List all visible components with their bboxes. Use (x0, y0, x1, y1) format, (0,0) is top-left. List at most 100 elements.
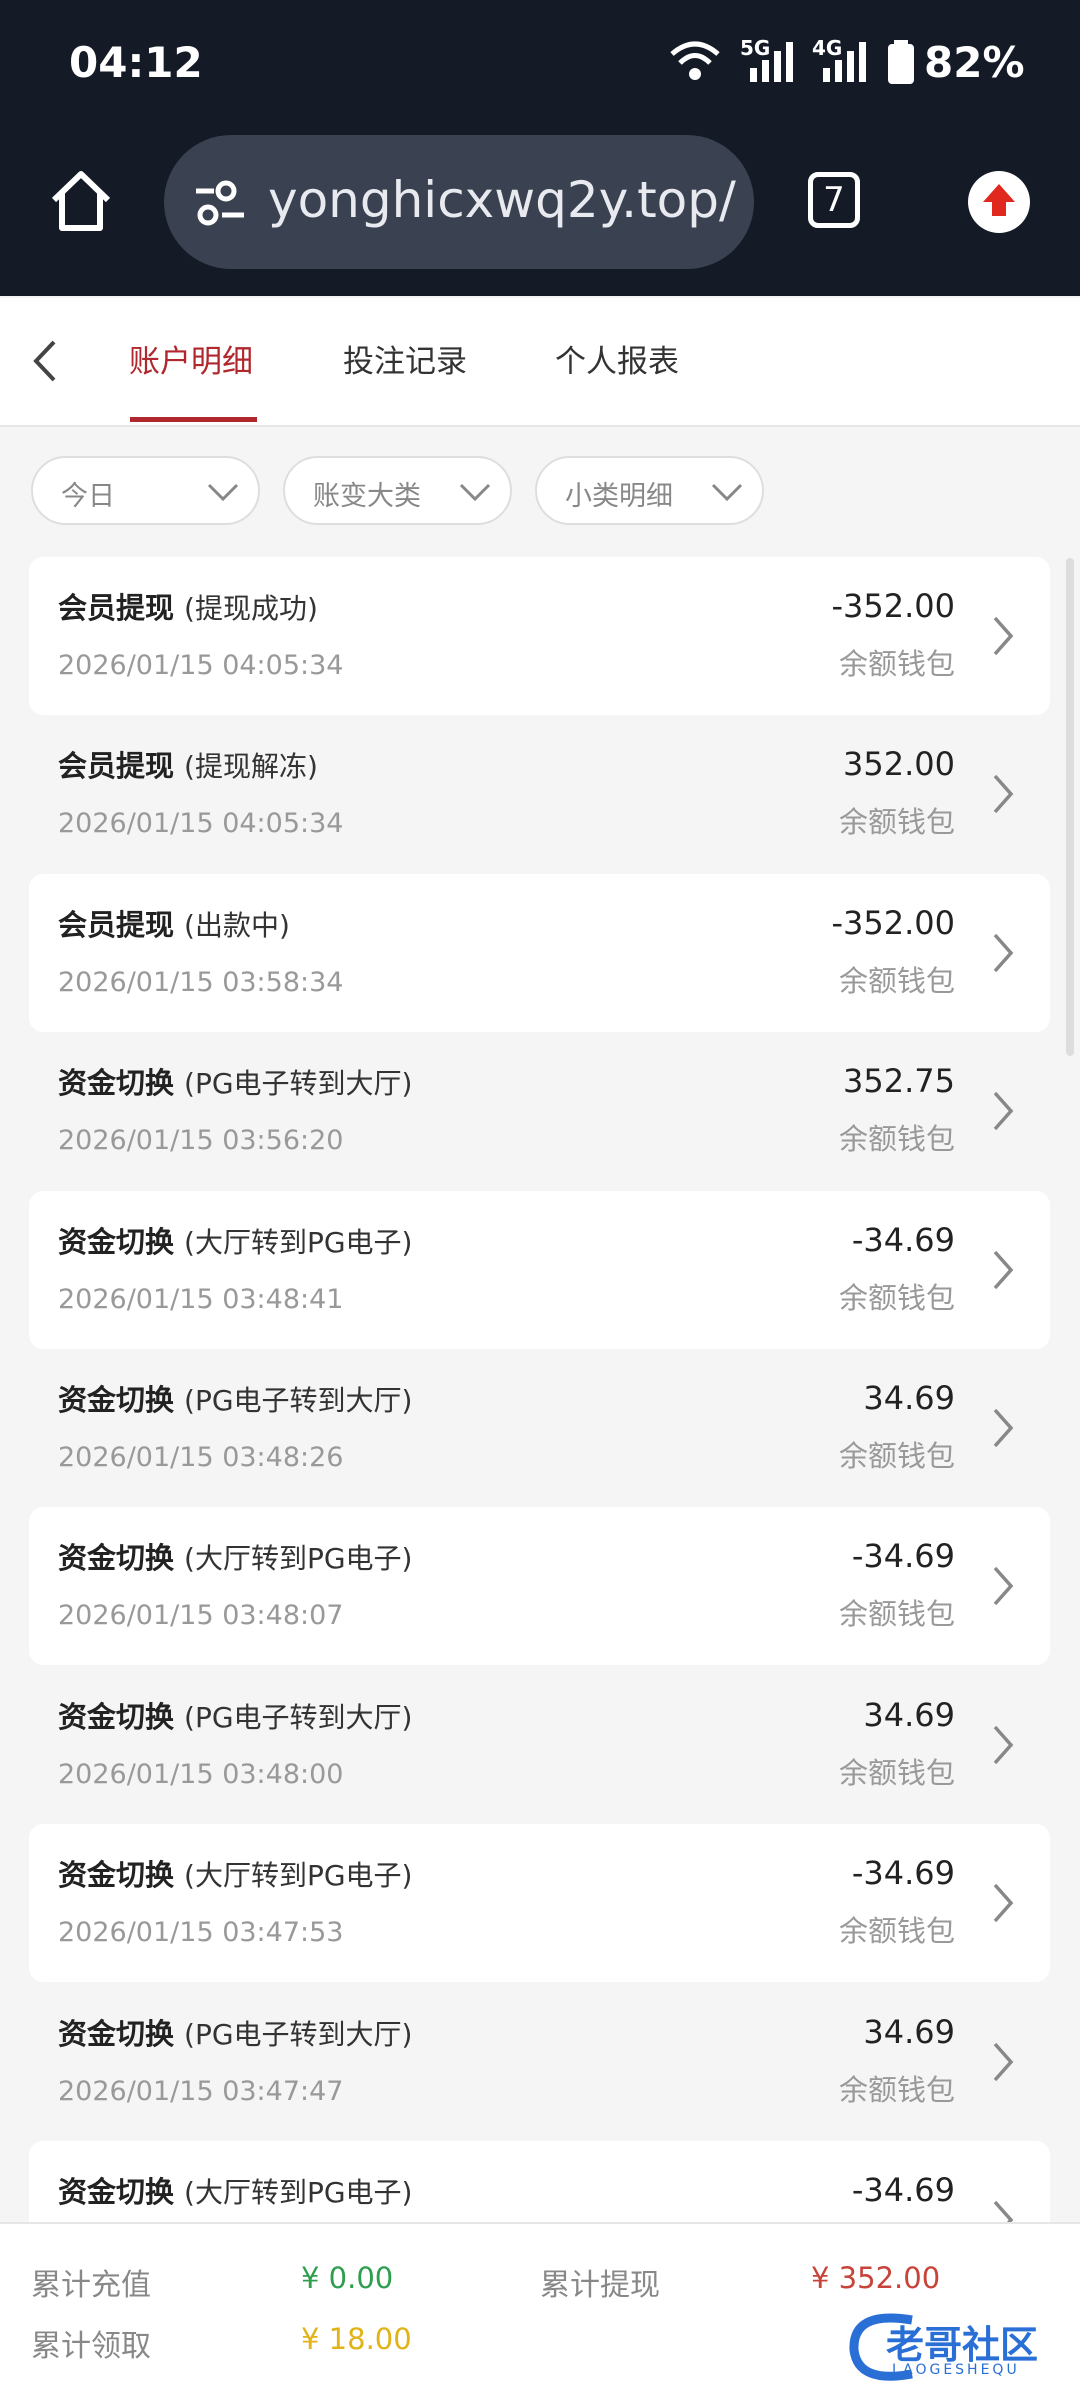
chevron (993, 2042, 1014, 2081)
record-amount: 34.69 (863, 1695, 955, 1734)
record-row[interactable]: 资金切换 (PG电子转到大厅) 2026/01/15 03:48:26 34.69 余额… (29, 1349, 1050, 1507)
record-detail: (PG电子转到大厅) (184, 1700, 413, 1734)
record-detail: (大厅转到PG电子) (184, 1859, 413, 1893)
record-detail: (PG电子转到大厅) (184, 2017, 413, 2051)
record-title: 会员提现 (58, 907, 175, 942)
watermark-sub: LAOGESHEQU (892, 2362, 1020, 2378)
record-amount: -34.69 (851, 1537, 955, 1576)
record-row[interactable]: 会员提现 (提现成功) 2026/01/15 04:05:34 -352.00 余额钱包 (29, 557, 1050, 715)
tab-count[interactable]: 7 (808, 172, 860, 228)
chevron (993, 1884, 1014, 1923)
chevron (993, 1567, 1014, 1606)
battery-icon (888, 40, 914, 88)
record-row[interactable]: 会员提现 (出款中) 2026/01/15 03:58:34 -352.00 余额钱包 (29, 873, 1050, 1032)
filter-label: 账变大类 (313, 481, 421, 512)
home-button[interactable] (46, 166, 116, 240)
record-row[interactable]: 资金切换 (PG电子转到大厅) 2026/01/15 03:48:00 34.69 余额… (29, 1666, 1050, 1824)
record-heading: 资金切换 (PG电子转到大厅) (58, 1377, 412, 1419)
browser-chrome: 04:12 5G 4G 82% yonghicxwq2y.top/l 7 (0, 0, 1080, 296)
record-wallet: 余额钱包 (838, 963, 955, 998)
chevron (993, 1092, 1014, 1131)
record-time: 2026/01/15 03:48:07 (58, 1600, 344, 1632)
chevron (993, 2200, 1014, 2222)
record-row[interactable]: 资金切换 (PG电子转到大厅) 2026/01/15 03:47:47 34.69 余额… (29, 1983, 1050, 2141)
tab[interactable]: 投注记录 (343, 344, 467, 380)
record-heading: 会员提现 (提现解冻) (58, 743, 318, 785)
record-wallet: 余额钱包 (838, 1439, 955, 1473)
record-row[interactable]: 会员提现 (提现解冻) 2026/01/15 04:05:34 352.00 余额钱包 (29, 715, 1050, 873)
record-amount: -352.00 (831, 903, 955, 942)
filter-dropdown[interactable]: 账变大类 (283, 456, 512, 525)
record-row[interactable]: 资金切换 (大厅转到PG电子) 2026/01/15 03:48:07 -34.69 余… (29, 1507, 1050, 1666)
record-row[interactable]: 资金切换 (PG电子转到大厅) 2026/01/15 03:56:20 352.75 余… (29, 1032, 1050, 1190)
summary-value: ¥ 352.00 (811, 2261, 941, 2295)
wifi-icon (670, 38, 720, 82)
record-title: 资金切换 (58, 1066, 175, 1101)
record-amount: -34.69 (851, 1220, 955, 1259)
watermark: 老哥社区 LAOGESHEQU (842, 2300, 1062, 2390)
filter-label: 小类明细 (565, 481, 673, 512)
record-detail: (大厅转到PG电子) (184, 1225, 413, 1259)
tab[interactable]: 账户明细 (129, 344, 253, 380)
filter-dropdown[interactable]: 小类明细 (535, 456, 764, 525)
filter-label: 今日 (61, 481, 115, 512)
record-title: 资金切换 (58, 1383, 175, 1417)
summary-label: 累计提现 (540, 2268, 660, 2303)
summary-value: ¥ 0.00 (301, 2261, 394, 2295)
record-heading: 会员提现 (提现成功) (58, 585, 318, 627)
tab[interactable]: 个人报表 (555, 344, 679, 380)
summary-label: 累计领取 (31, 2329, 151, 2364)
signal-icon (818, 40, 868, 88)
record-wallet: 余额钱包 (838, 647, 955, 681)
record-wallet: 余额钱包 (838, 1914, 955, 1949)
summary-value: ¥ 18.00 (301, 2322, 412, 2356)
record-list: 会员提现 (提现成功) 2026/01/15 04:05:34 -352.00 余额钱包… (0, 557, 1080, 2222)
record-time: 2026/01/15 04:05:34 (58, 808, 344, 840)
record-row[interactable]: 资金切换 (大厅转到PG电子) 2026/01/15 03:48:41 -34.69 余… (29, 1190, 1050, 1349)
record-wallet: 余额钱包 (838, 2072, 955, 2107)
summary-label: 累计充值 (31, 2268, 151, 2303)
record-detail: (PG电子转到大厅) (184, 1067, 413, 1101)
record-time: 2026/01/15 04:05:34 (58, 650, 344, 681)
record-amount: -34.69 (851, 2171, 955, 2209)
record-title: 资金切换 (58, 1541, 175, 1576)
clock: 04:12 (69, 38, 203, 87)
chevron (993, 933, 1014, 972)
record-heading: 资金切换 (PG电子转到大厅) (58, 2011, 412, 2053)
record-title: 资金切换 (58, 1858, 175, 1893)
record-time: 2026/01/15 03:48:00 (58, 1758, 344, 1790)
record-time: 2026/01/15 03:48:41 (58, 1283, 344, 1315)
chevron (993, 1408, 1014, 1448)
record-detail: (提现解冻) (184, 750, 318, 784)
record-title: 资金切换 (58, 1699, 175, 1734)
update-button[interactable] (967, 170, 1031, 238)
chevron (993, 1250, 1014, 1289)
record-detail: (大厅转到PG电子) (184, 1542, 413, 1576)
record-time: 2026/01/15 03:47:47 (58, 2075, 344, 2107)
tab-indicator (130, 417, 257, 422)
record-time: 2026/01/15 03:47:53 (58, 1917, 344, 1949)
filter-dropdown[interactable]: 今日 (31, 456, 260, 525)
address-bar[interactable]: yonghicxwq2y.top/l (164, 135, 754, 269)
record-amount: 352.75 (843, 1062, 955, 1101)
url-text: yonghicxwq2y.top/l (268, 171, 738, 229)
record-time: 2026/01/15 03:56:20 (58, 1125, 344, 1157)
record-detail: (大厅转到PG电子) (184, 2176, 413, 2209)
chevron (993, 1725, 1014, 1764)
chevron (993, 616, 1014, 656)
record-wallet: 余额钱包 (838, 1755, 955, 1790)
record-heading: 资金切换 (大厅转到PG电子) (58, 1535, 412, 1577)
network-label: 4G (812, 36, 843, 60)
record-title: 资金切换 (58, 2016, 175, 2051)
battery-level: 82% (924, 38, 1025, 87)
record-row[interactable]: 资金切换 (大厅转到PG电子) -34.69 (29, 2141, 1050, 2222)
record-row[interactable]: 资金切换 (大厅转到PG电子) 2026/01/15 03:47:53 -34.69 余… (29, 1824, 1050, 1983)
record-detail: (提现成功) (184, 592, 318, 625)
record-heading: 资金切换 (PG电子转到大厅) (58, 1694, 412, 1736)
record-time: 2026/01/15 03:48:26 (58, 1442, 344, 1473)
record-amount: 352.00 (843, 745, 955, 784)
record-amount: -352.00 (831, 587, 955, 625)
back-button[interactable] (30, 338, 60, 384)
